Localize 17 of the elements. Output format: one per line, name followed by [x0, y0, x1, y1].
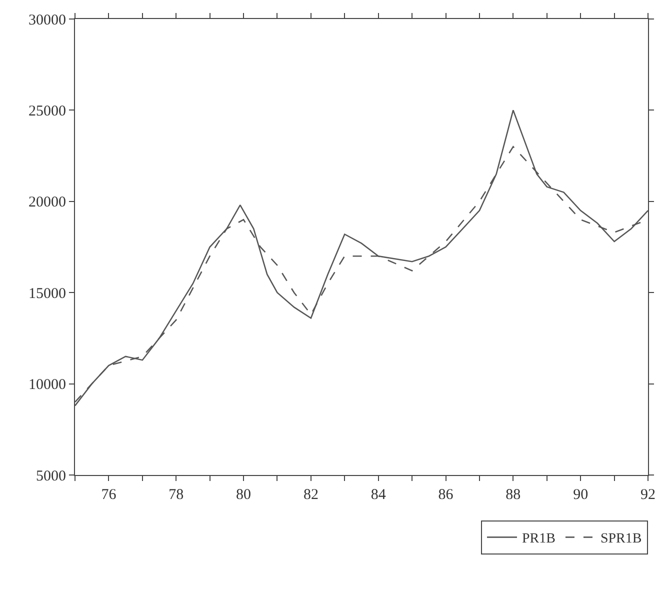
- x-tick-label: 92: [640, 487, 656, 503]
- y-tick-label: 5000: [36, 468, 66, 484]
- x-tick-label: 86: [438, 487, 454, 503]
- x-tick-label: 84: [370, 487, 386, 503]
- x-tick-label: 76: [101, 487, 117, 503]
- x-tick-label: 88: [506, 487, 521, 503]
- y-tick-label: 20000: [28, 194, 66, 211]
- y-tick-label: 10000: [28, 377, 66, 394]
- x-tick-label: 90: [573, 487, 588, 503]
- y-tick-label: 25000: [28, 103, 66, 120]
- legend-label: PR1B: [522, 532, 556, 547]
- y-tick-label: 30000: [28, 12, 66, 28]
- x-tick-label: 80: [236, 487, 252, 503]
- legend-label: SPR1B: [600, 532, 642, 547]
- x-tick-label: 82: [303, 487, 318, 503]
- y-tick-label: 15000: [28, 286, 66, 302]
- x-tick-label: 78: [168, 487, 184, 503]
